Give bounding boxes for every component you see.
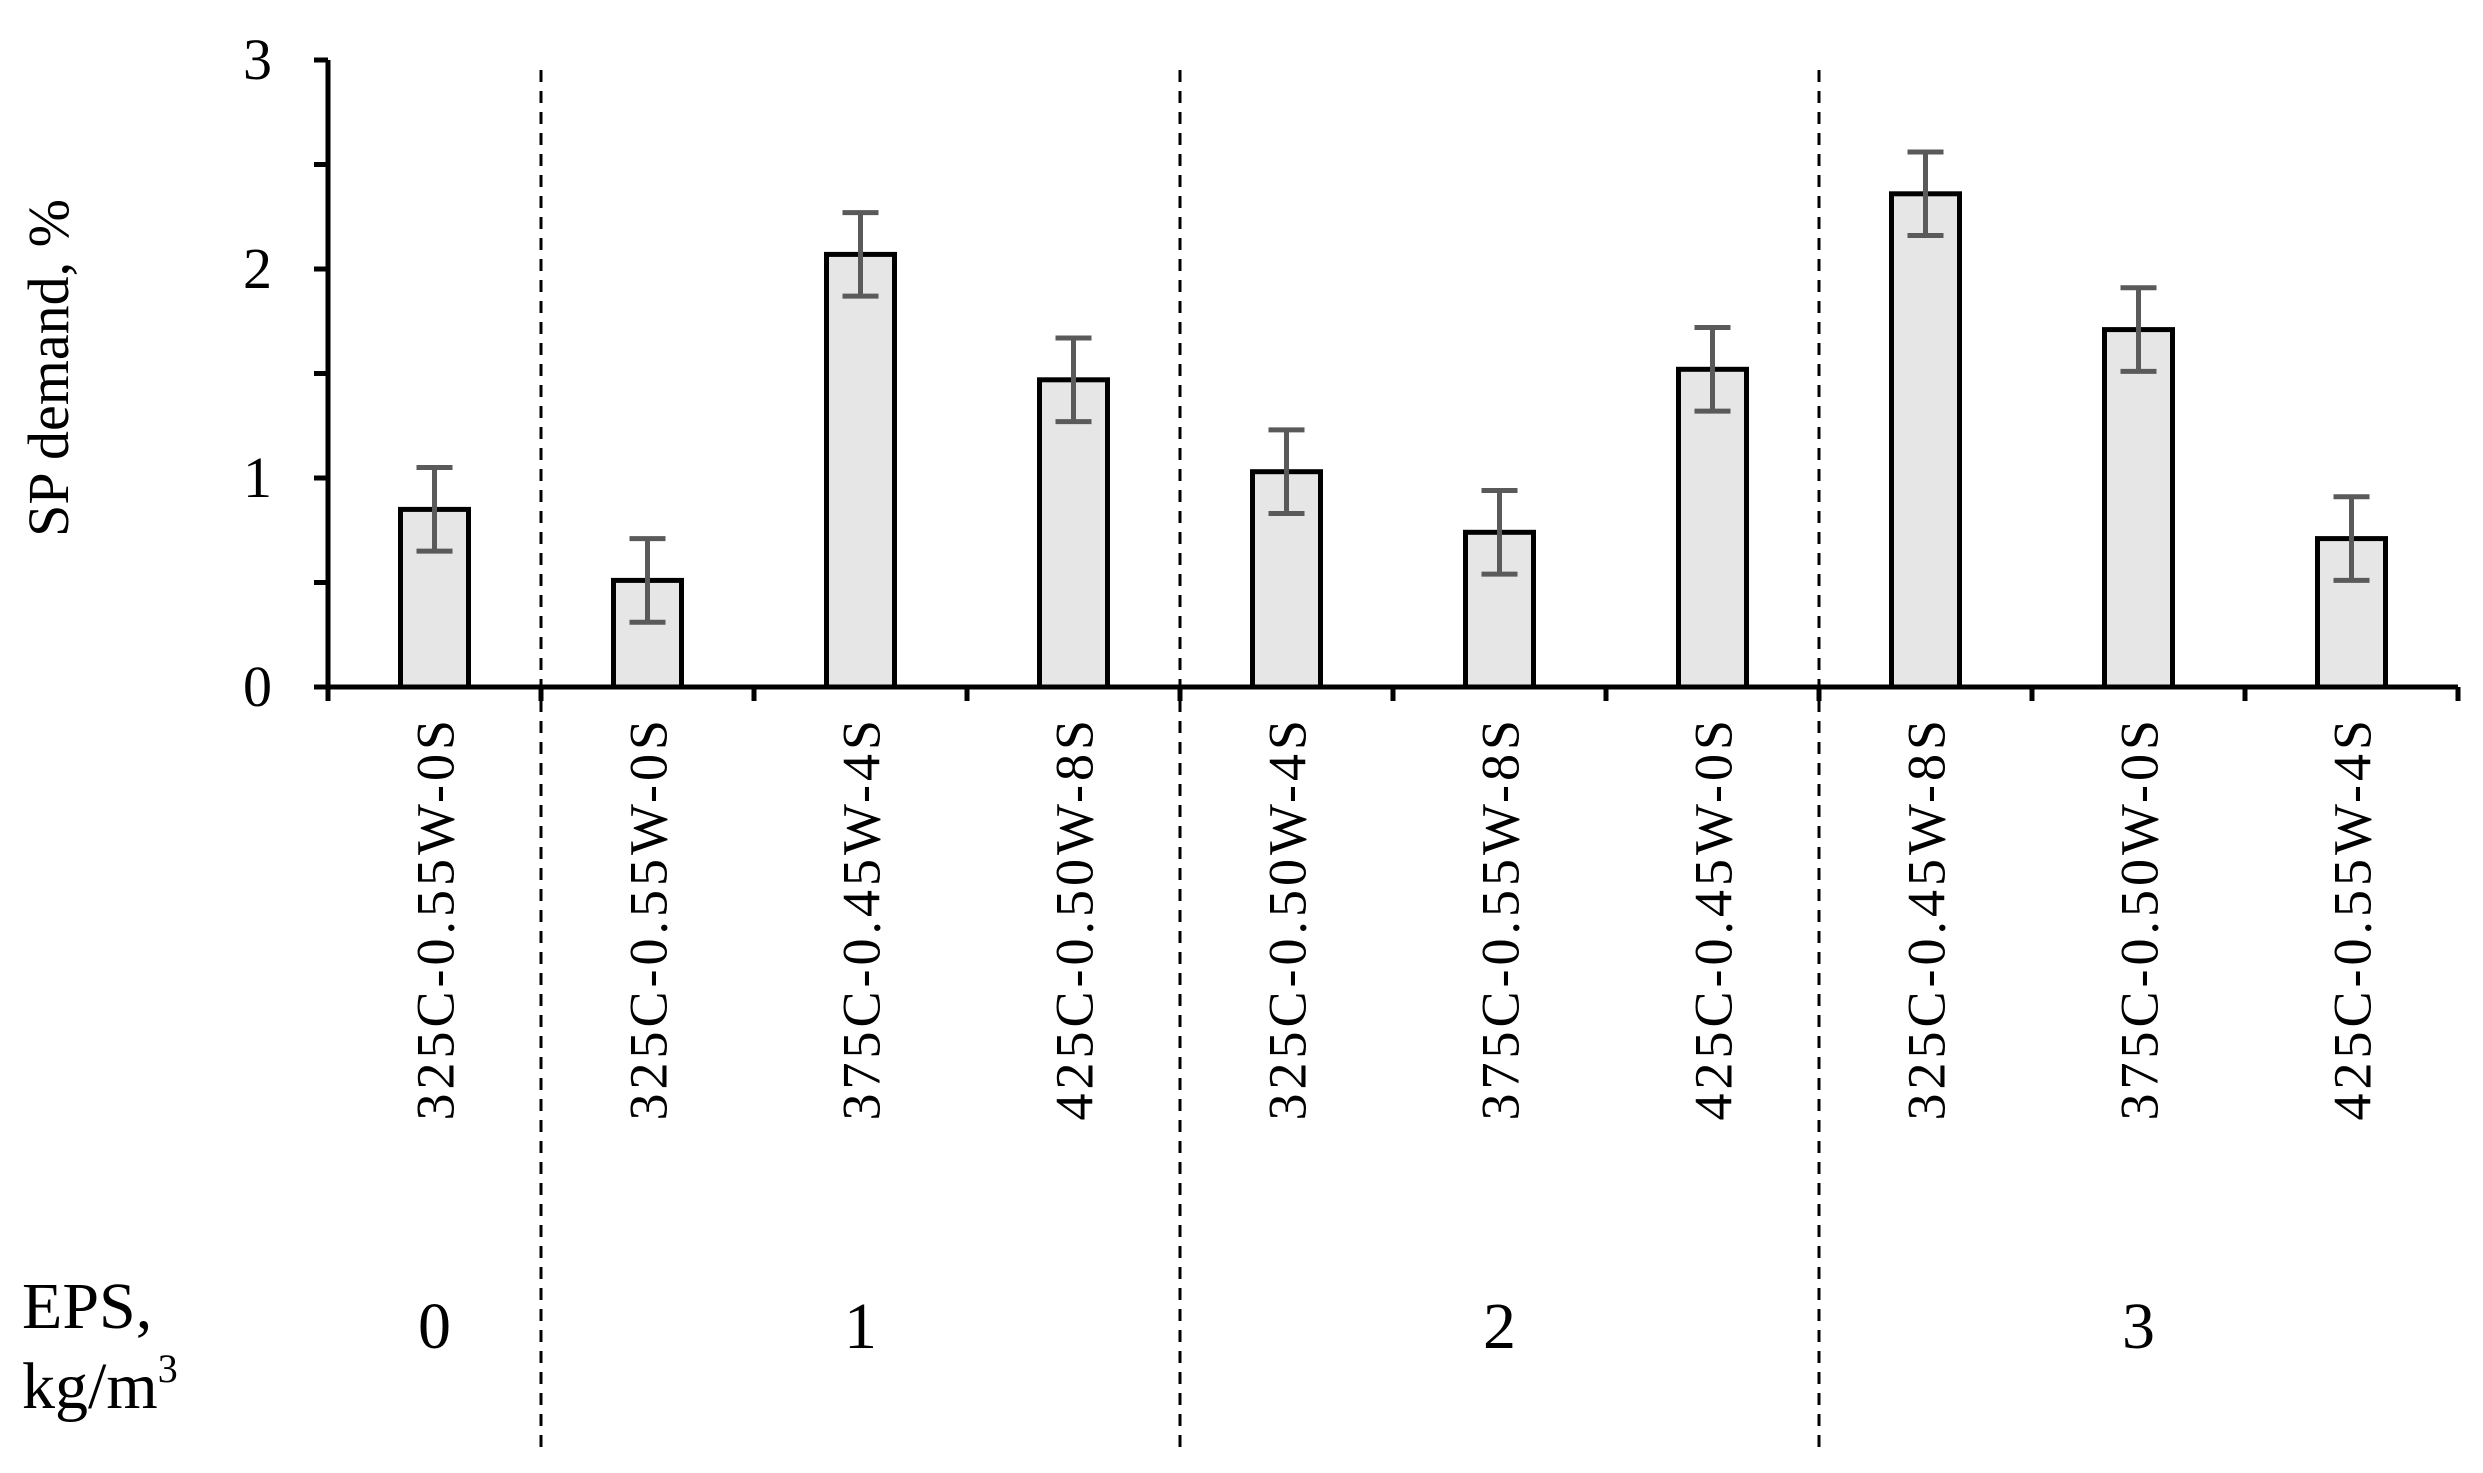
- x-tick-label: 325C-0.50W-4S: [1258, 716, 1318, 1121]
- y-tick-label: 3: [243, 27, 272, 92]
- bar: [1463, 529, 1536, 690]
- group-label: 2: [1483, 1290, 1516, 1363]
- group-labels: 0 1 2 3: [418, 1290, 2155, 1363]
- group-axis-label-unit: kg/m3: [22, 1346, 178, 1423]
- x-tick-label: 375C-0.50W-0S: [2110, 716, 2170, 1121]
- error-bars: [416, 149, 2370, 625]
- x-tick-label: 425C-0.45W-0S: [1684, 716, 1744, 1121]
- x-tick-label: 325C-0.55W-0S: [619, 716, 679, 1121]
- group-label: 0: [418, 1290, 451, 1363]
- group-label: 1: [844, 1290, 877, 1363]
- bar: [1037, 377, 1110, 690]
- bar: [2102, 327, 2175, 690]
- y-tick-label: 1: [243, 445, 272, 510]
- group-dividers: [539, 70, 1821, 1448]
- bar: [1676, 366, 1749, 690]
- bar: [824, 251, 897, 690]
- x-tick-label: 425C-0.50W-8S: [1045, 716, 1105, 1121]
- group-axis-unit-exponent: 3: [158, 1346, 178, 1391]
- bars: [398, 191, 2388, 690]
- group-axis-unit: kg/m: [22, 1350, 158, 1423]
- group-label: 3: [2122, 1290, 2155, 1363]
- axes: [314, 57, 2461, 701]
- bar: [1889, 191, 1962, 690]
- y-tick-label: 0: [243, 654, 272, 719]
- x-tick-label: 325C-0.55W-0S: [406, 716, 466, 1121]
- x-tick-label: 375C-0.45W-4S: [832, 716, 892, 1121]
- x-tick-label: 325C-0.45W-8S: [1897, 716, 1957, 1121]
- x-category-labels: 325C-0.55W-0S 325C-0.55W-0S 375C-0.45W-4S 4…: [406, 716, 2383, 1121]
- x-tick-label: 375C-0.55W-8S: [1471, 716, 1531, 1121]
- y-tick-label: 2: [243, 236, 272, 301]
- x-tick-label: 425C-0.55W-4S: [2323, 716, 2383, 1121]
- y-tick-labels: 0 1 2 3: [243, 27, 272, 719]
- group-axis-label: EPS,: [22, 1270, 152, 1343]
- y-axis-label: SP demand, %: [16, 199, 81, 537]
